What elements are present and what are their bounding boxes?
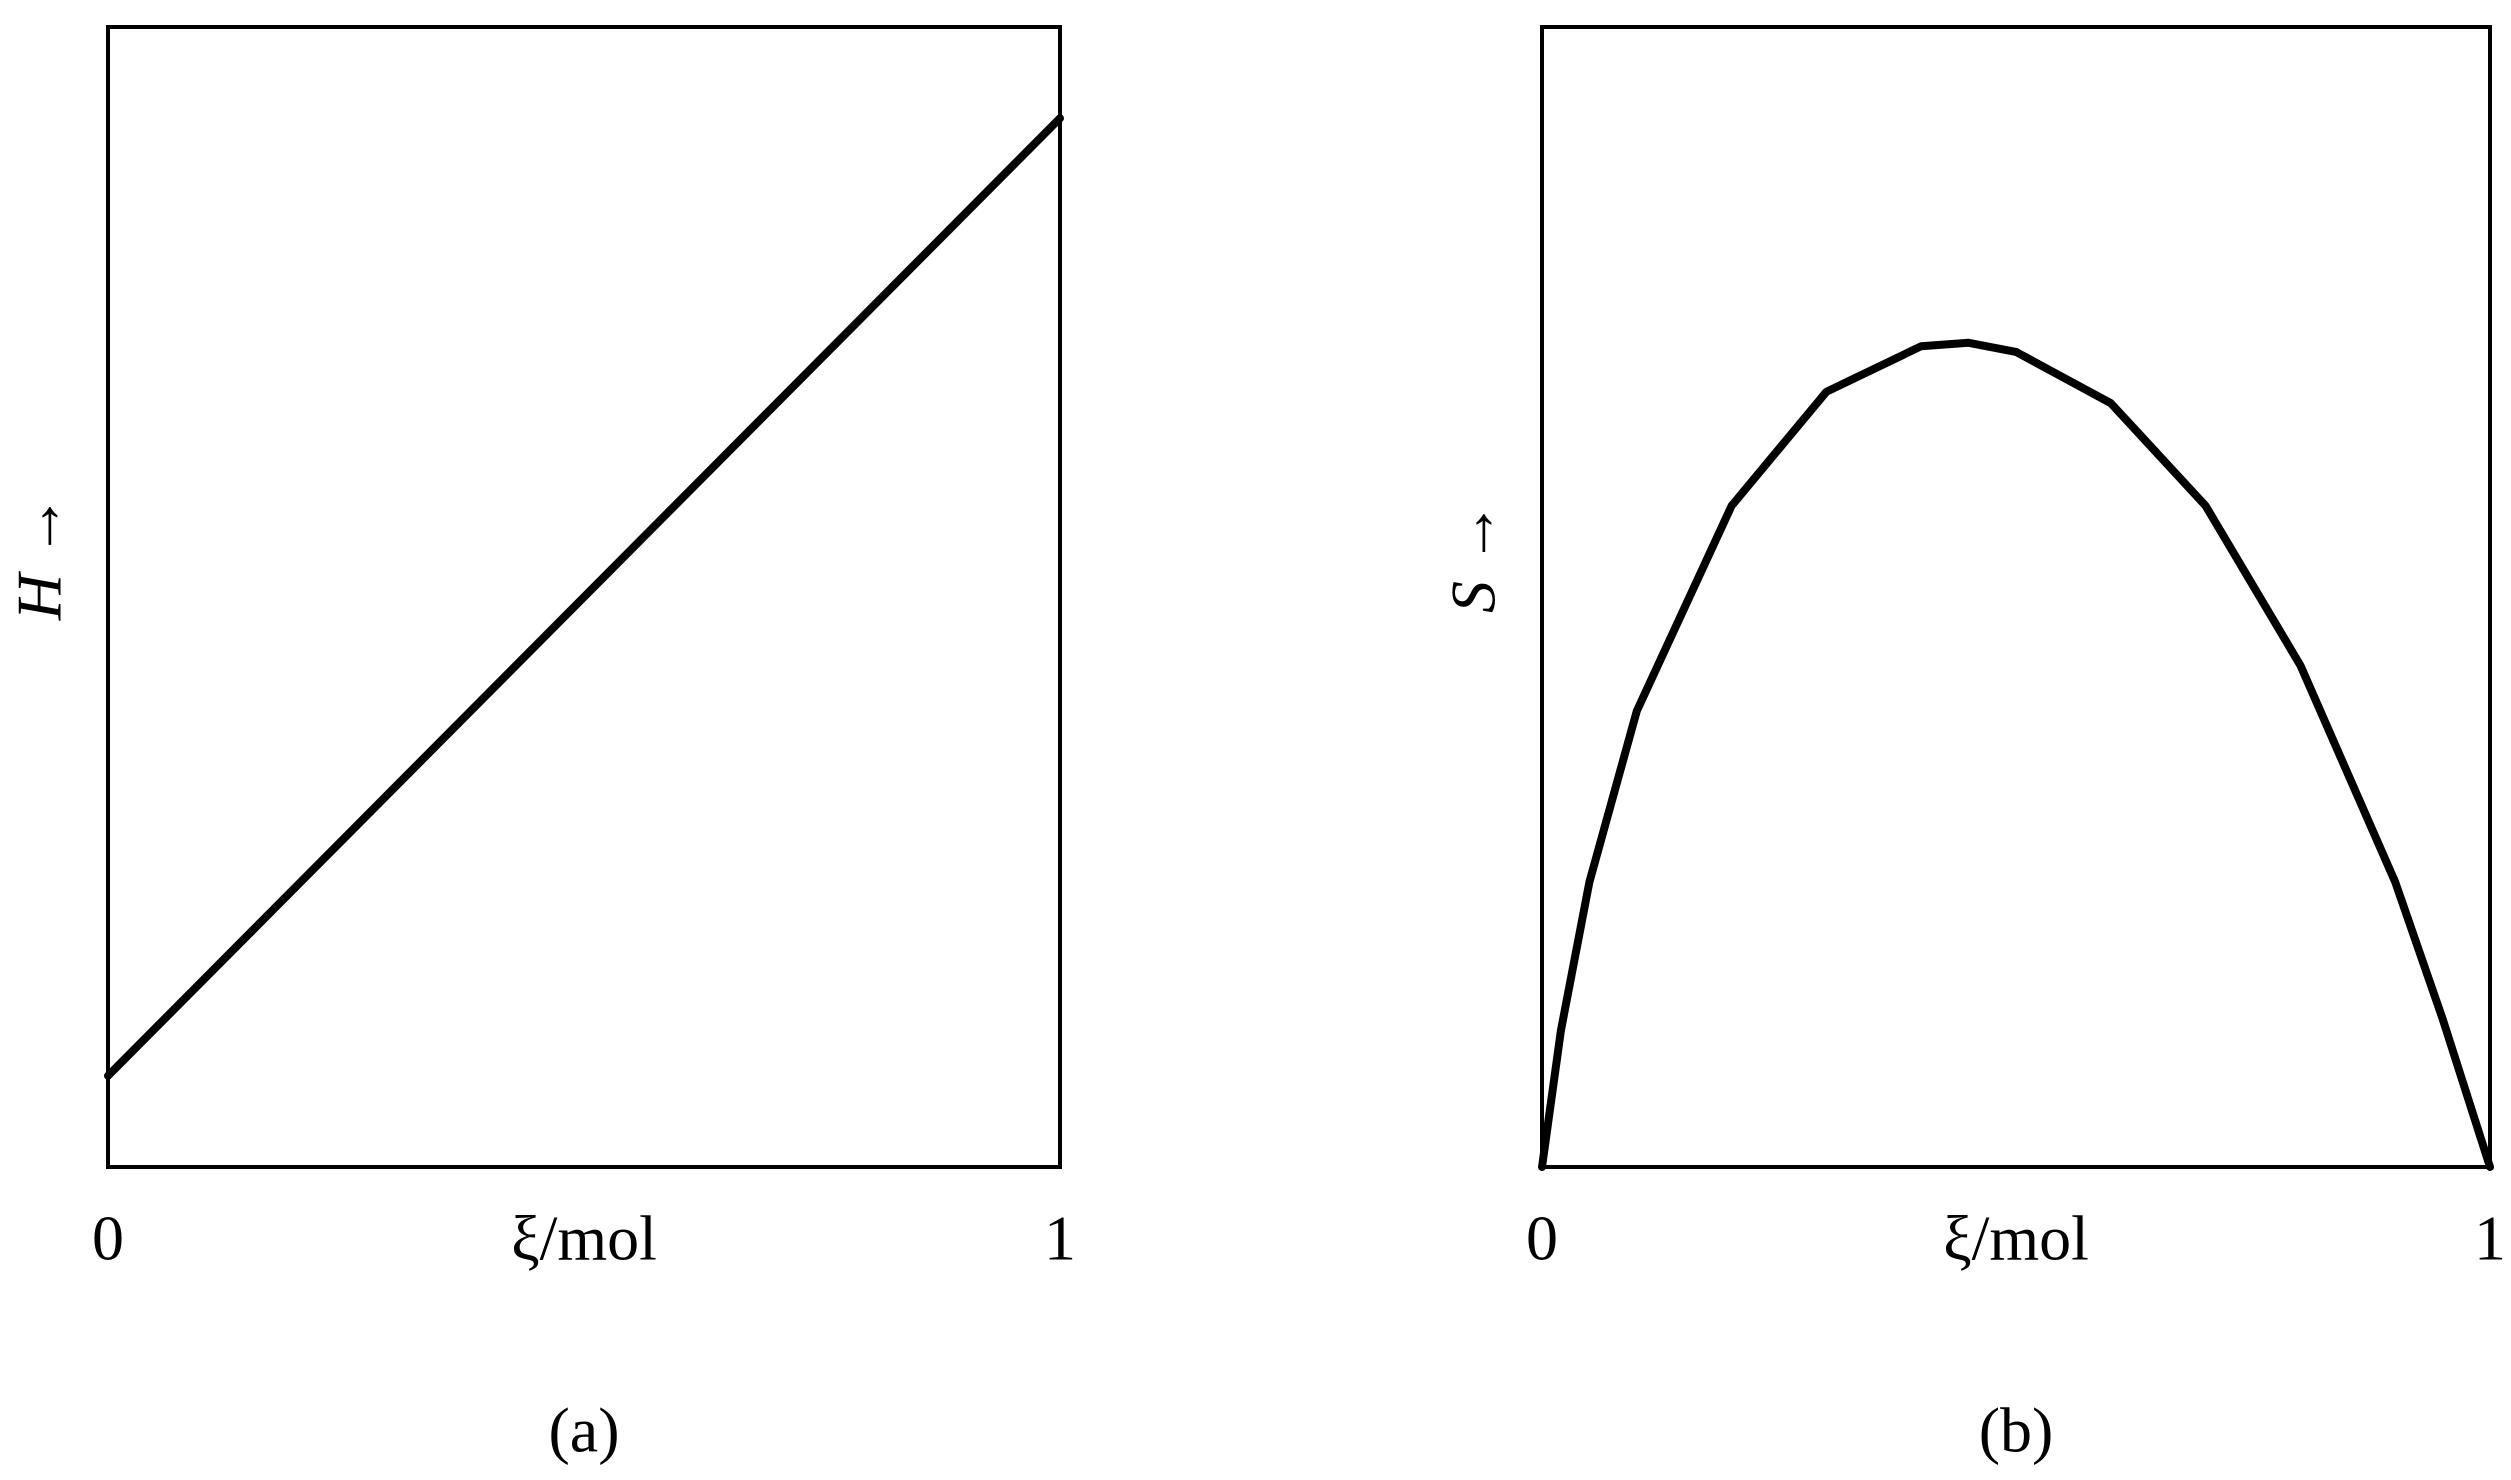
x-tick-label: 0 <box>1526 1203 1558 1274</box>
plot-frame <box>1540 25 2492 1169</box>
x-tick-label: 1 <box>1044 1203 1076 1274</box>
x-axis-label: ξ/mol <box>1943 1203 2089 1274</box>
caption: (b) <box>1979 1395 2054 1466</box>
x-tick-label: 0 <box>92 1203 124 1274</box>
x-axis-label: ξ/mol <box>511 1203 657 1274</box>
x-tick-label: 1 <box>2474 1203 2506 1274</box>
plot-frame <box>106 25 1062 1169</box>
data-line <box>104 114 1064 1080</box>
data-line <box>1538 338 2494 1171</box>
caption: (a) <box>548 1395 619 1466</box>
y-axis-label: H → <box>4 494 75 621</box>
y-axis-label: S → <box>1438 501 1509 613</box>
